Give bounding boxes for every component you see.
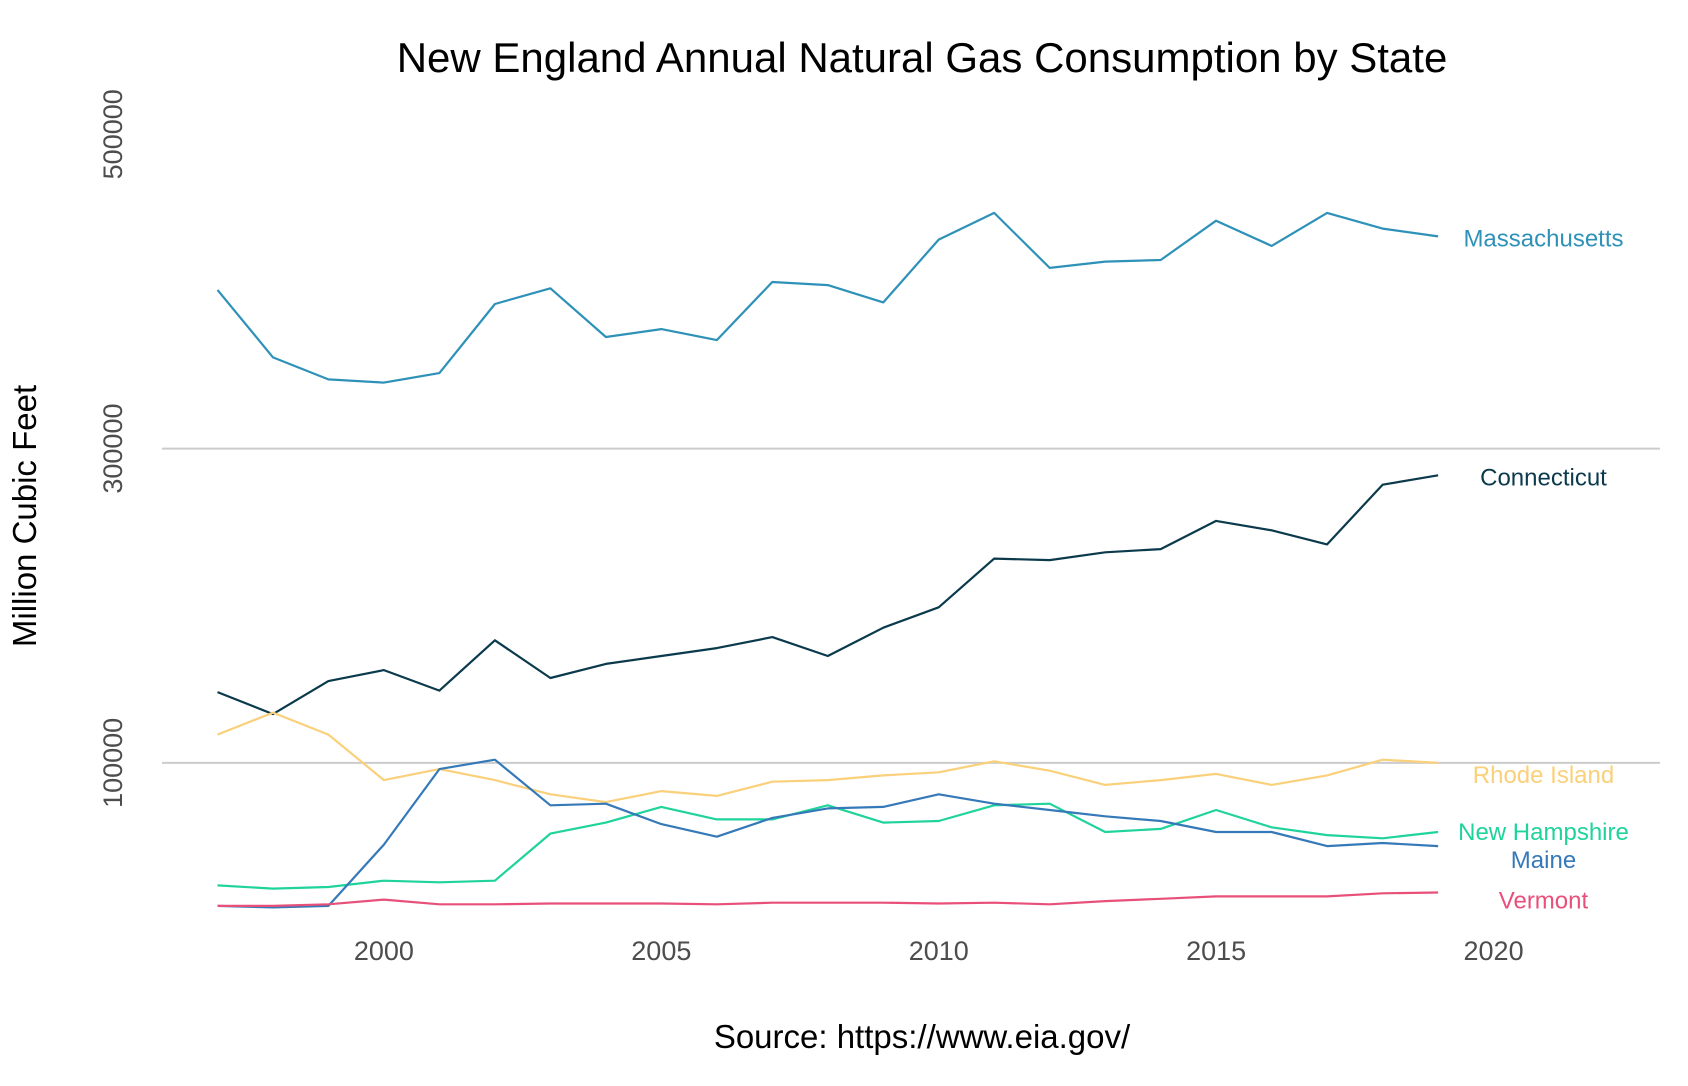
y-tick-label: 500000 xyxy=(98,89,128,179)
gridlines xyxy=(162,447,1660,764)
series-line-massachusetts xyxy=(216,211,1439,384)
series-line-rhode-island xyxy=(217,711,1439,804)
series-line-new-hampshire xyxy=(217,802,1439,890)
series-label-connecticut: Connecticut xyxy=(1480,464,1607,491)
series-line-vermont xyxy=(217,891,1439,908)
y-tick-label: 100000 xyxy=(98,718,128,808)
chart-title: New England Annual Natural Gas Consumpti… xyxy=(397,34,1448,81)
series-line-connecticut xyxy=(217,474,1439,716)
series-lines xyxy=(216,211,1439,909)
series-label-vermont: Vermont xyxy=(1499,888,1589,915)
x-axis-ticks: 2000 2005 2010 2015 2020 xyxy=(354,936,1524,966)
x-tick-label: 2000 xyxy=(354,936,414,966)
y-axis-title: Million Cubic Feet xyxy=(6,385,43,647)
x-tick-label: 2015 xyxy=(1186,936,1246,966)
series-labels: Massachusetts Connecticut Rhode Island New … xyxy=(1458,225,1629,914)
series-label-new-hampshire: New Hampshire xyxy=(1458,819,1629,846)
y-axis-ticks: 100000 300000 500000 xyxy=(98,89,128,808)
x-tick-label: 2020 xyxy=(1464,936,1524,966)
series-line-maine xyxy=(217,758,1439,909)
x-tick-label: 2005 xyxy=(631,936,691,966)
y-tick-label: 300000 xyxy=(98,404,128,494)
series-label-maine: Maine xyxy=(1511,847,1576,874)
series-label-massachusetts: Massachusetts xyxy=(1463,225,1623,252)
x-axis-title: Source: https://www.eia.gov/ xyxy=(714,1018,1131,1055)
series-label-rhode-island: Rhode Island xyxy=(1473,762,1614,789)
x-tick-label: 2010 xyxy=(909,936,969,966)
